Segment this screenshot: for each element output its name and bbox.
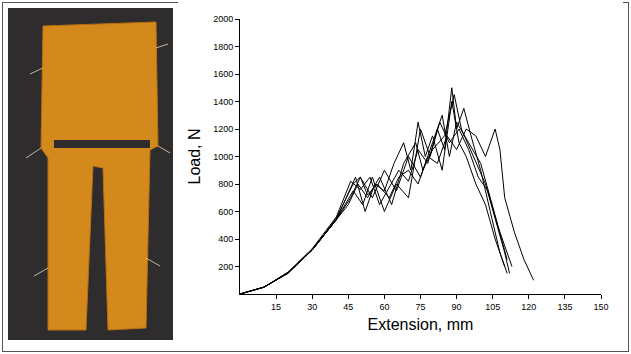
- svg-text:1400: 1400: [213, 97, 233, 107]
- svg-text:200: 200: [218, 262, 233, 272]
- svg-text:2000: 2000: [213, 14, 233, 24]
- svg-text:135: 135: [557, 302, 572, 312]
- svg-text:60: 60: [379, 302, 389, 312]
- svg-text:600: 600: [218, 207, 233, 217]
- svg-text:105: 105: [485, 302, 500, 312]
- svg-text:1200: 1200: [213, 124, 233, 134]
- svg-text:150: 150: [593, 302, 608, 312]
- svg-text:90: 90: [452, 302, 462, 312]
- svg-text:15: 15: [271, 302, 281, 312]
- svg-text:1600: 1600: [213, 69, 233, 79]
- svg-text:1800: 1800: [213, 42, 233, 52]
- svg-text:400: 400: [218, 234, 233, 244]
- svg-text:800: 800: [218, 179, 233, 189]
- svg-text:1000: 1000: [213, 152, 233, 162]
- svg-text:75: 75: [415, 302, 425, 312]
- svg-text:120: 120: [521, 302, 536, 312]
- svg-text:45: 45: [343, 302, 353, 312]
- svg-text:30: 30: [307, 302, 317, 312]
- svg-text:Extension, mm: Extension, mm: [368, 316, 474, 333]
- svg-text:Load, N: Load, N: [186, 128, 203, 184]
